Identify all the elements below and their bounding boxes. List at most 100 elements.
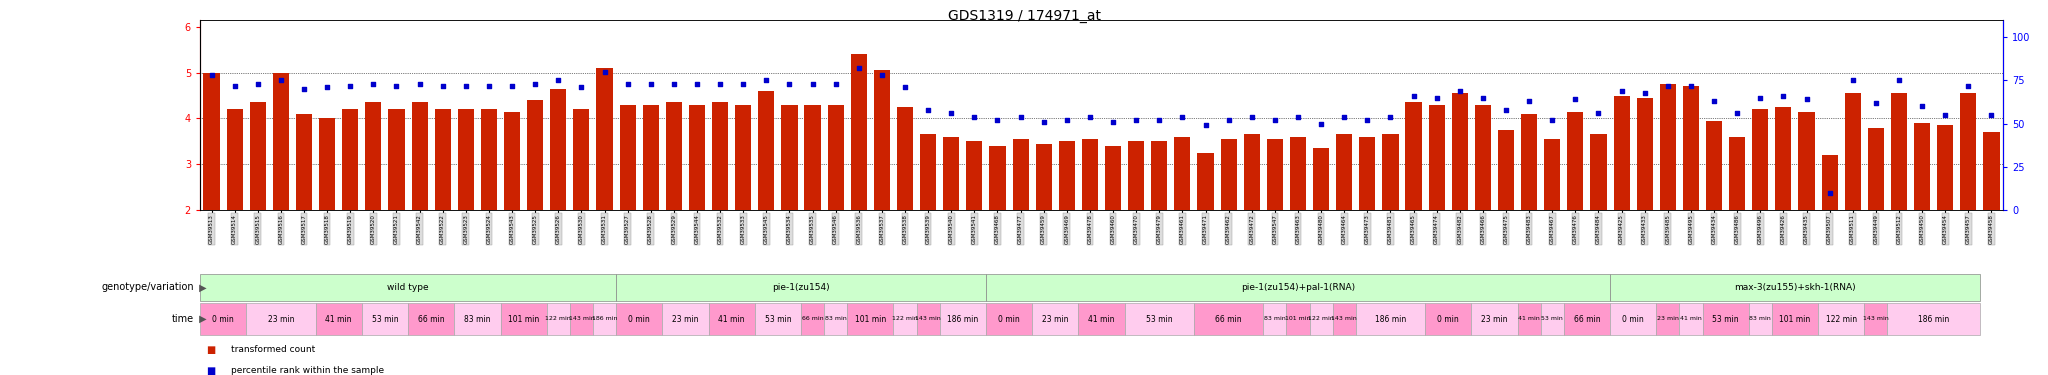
Point xyxy=(727,81,760,87)
Bar xyxy=(944,137,958,210)
Text: 0 min: 0 min xyxy=(997,315,1020,324)
Point xyxy=(1698,98,1731,104)
Point xyxy=(1745,95,1778,101)
Bar xyxy=(827,105,844,210)
Bar xyxy=(1821,155,1837,210)
Bar xyxy=(1753,109,1767,210)
Point xyxy=(403,81,436,87)
Bar xyxy=(713,102,729,210)
Point xyxy=(1583,110,1616,116)
Bar xyxy=(1059,141,1075,210)
Text: 83 min: 83 min xyxy=(465,315,492,324)
Point xyxy=(1282,114,1315,120)
Text: ■: ■ xyxy=(207,366,215,375)
Point xyxy=(772,81,805,87)
Text: wild type: wild type xyxy=(387,283,428,292)
Point xyxy=(1907,104,1939,110)
Bar xyxy=(389,109,406,210)
Point xyxy=(1165,114,1198,120)
Bar xyxy=(1915,123,1929,210)
Bar xyxy=(735,105,752,210)
Bar xyxy=(412,102,428,210)
Bar xyxy=(1890,93,1907,210)
Point xyxy=(334,82,367,88)
Point xyxy=(1004,114,1036,120)
Bar xyxy=(1012,139,1028,210)
Text: 23 min: 23 min xyxy=(1042,315,1069,324)
Bar xyxy=(481,109,498,210)
Bar xyxy=(1497,130,1513,210)
Bar xyxy=(1106,146,1120,210)
Bar xyxy=(1290,137,1307,210)
Point xyxy=(426,82,459,88)
Bar xyxy=(434,109,451,210)
Point xyxy=(1767,93,1800,99)
Text: 66 min: 66 min xyxy=(801,316,823,321)
Text: 101 min: 101 min xyxy=(508,315,539,324)
Bar xyxy=(1845,93,1862,210)
Point xyxy=(1606,88,1638,94)
Bar xyxy=(1475,105,1491,210)
Text: 66 min: 66 min xyxy=(418,315,444,324)
Text: 66 min: 66 min xyxy=(1573,315,1599,324)
Bar xyxy=(643,105,659,210)
Point xyxy=(1952,82,1985,88)
Point xyxy=(356,81,389,87)
Text: ▶: ▶ xyxy=(197,314,207,324)
Point xyxy=(1675,82,1708,88)
Point xyxy=(1352,117,1384,123)
Bar xyxy=(621,105,635,210)
Text: 101 min: 101 min xyxy=(1286,316,1311,321)
Bar xyxy=(1268,139,1282,210)
Bar xyxy=(989,146,1006,210)
Point xyxy=(1235,114,1268,120)
Bar xyxy=(1683,86,1700,210)
Point xyxy=(1212,117,1245,123)
Bar xyxy=(1198,153,1214,210)
Bar xyxy=(1243,135,1260,210)
Bar xyxy=(504,112,520,210)
Bar xyxy=(1522,114,1538,210)
Bar xyxy=(272,73,289,210)
Bar xyxy=(1868,128,1884,210)
Point xyxy=(981,117,1014,123)
Point xyxy=(449,82,481,88)
Point xyxy=(680,81,713,87)
Point xyxy=(1536,117,1569,123)
Bar xyxy=(1614,96,1630,210)
Text: 23 min: 23 min xyxy=(672,315,698,324)
Bar xyxy=(1776,107,1792,210)
Point xyxy=(1421,95,1454,101)
Bar xyxy=(850,54,866,210)
Point xyxy=(1929,112,1962,118)
Point xyxy=(242,81,274,87)
Bar xyxy=(1360,137,1376,210)
Text: transformed count: transformed count xyxy=(231,345,315,354)
Bar xyxy=(319,118,336,210)
Point xyxy=(1974,112,2007,118)
Bar xyxy=(1937,125,1954,210)
Point xyxy=(1444,88,1477,94)
Point xyxy=(1559,96,1591,102)
Text: ■: ■ xyxy=(207,345,215,355)
Point xyxy=(1120,117,1153,123)
Point xyxy=(610,81,643,87)
Text: 122 min: 122 min xyxy=(893,316,918,321)
Text: 66 min: 66 min xyxy=(1214,315,1241,324)
Point xyxy=(1327,114,1360,120)
Bar xyxy=(782,105,797,210)
Point xyxy=(1812,190,1845,196)
Text: 53 min: 53 min xyxy=(1712,315,1739,324)
Text: 0 min: 0 min xyxy=(1438,315,1458,324)
Bar xyxy=(1313,148,1329,210)
Point xyxy=(473,82,506,88)
Bar xyxy=(1452,93,1468,210)
Text: genotype/variation: genotype/variation xyxy=(100,282,195,292)
Text: 53 min: 53 min xyxy=(1147,315,1174,324)
Text: pie-1(zu154): pie-1(zu154) xyxy=(772,283,829,292)
Text: 122 min: 122 min xyxy=(545,316,571,321)
Bar xyxy=(758,91,774,210)
Bar xyxy=(1174,137,1190,210)
Point xyxy=(195,72,227,78)
Point xyxy=(543,78,575,84)
